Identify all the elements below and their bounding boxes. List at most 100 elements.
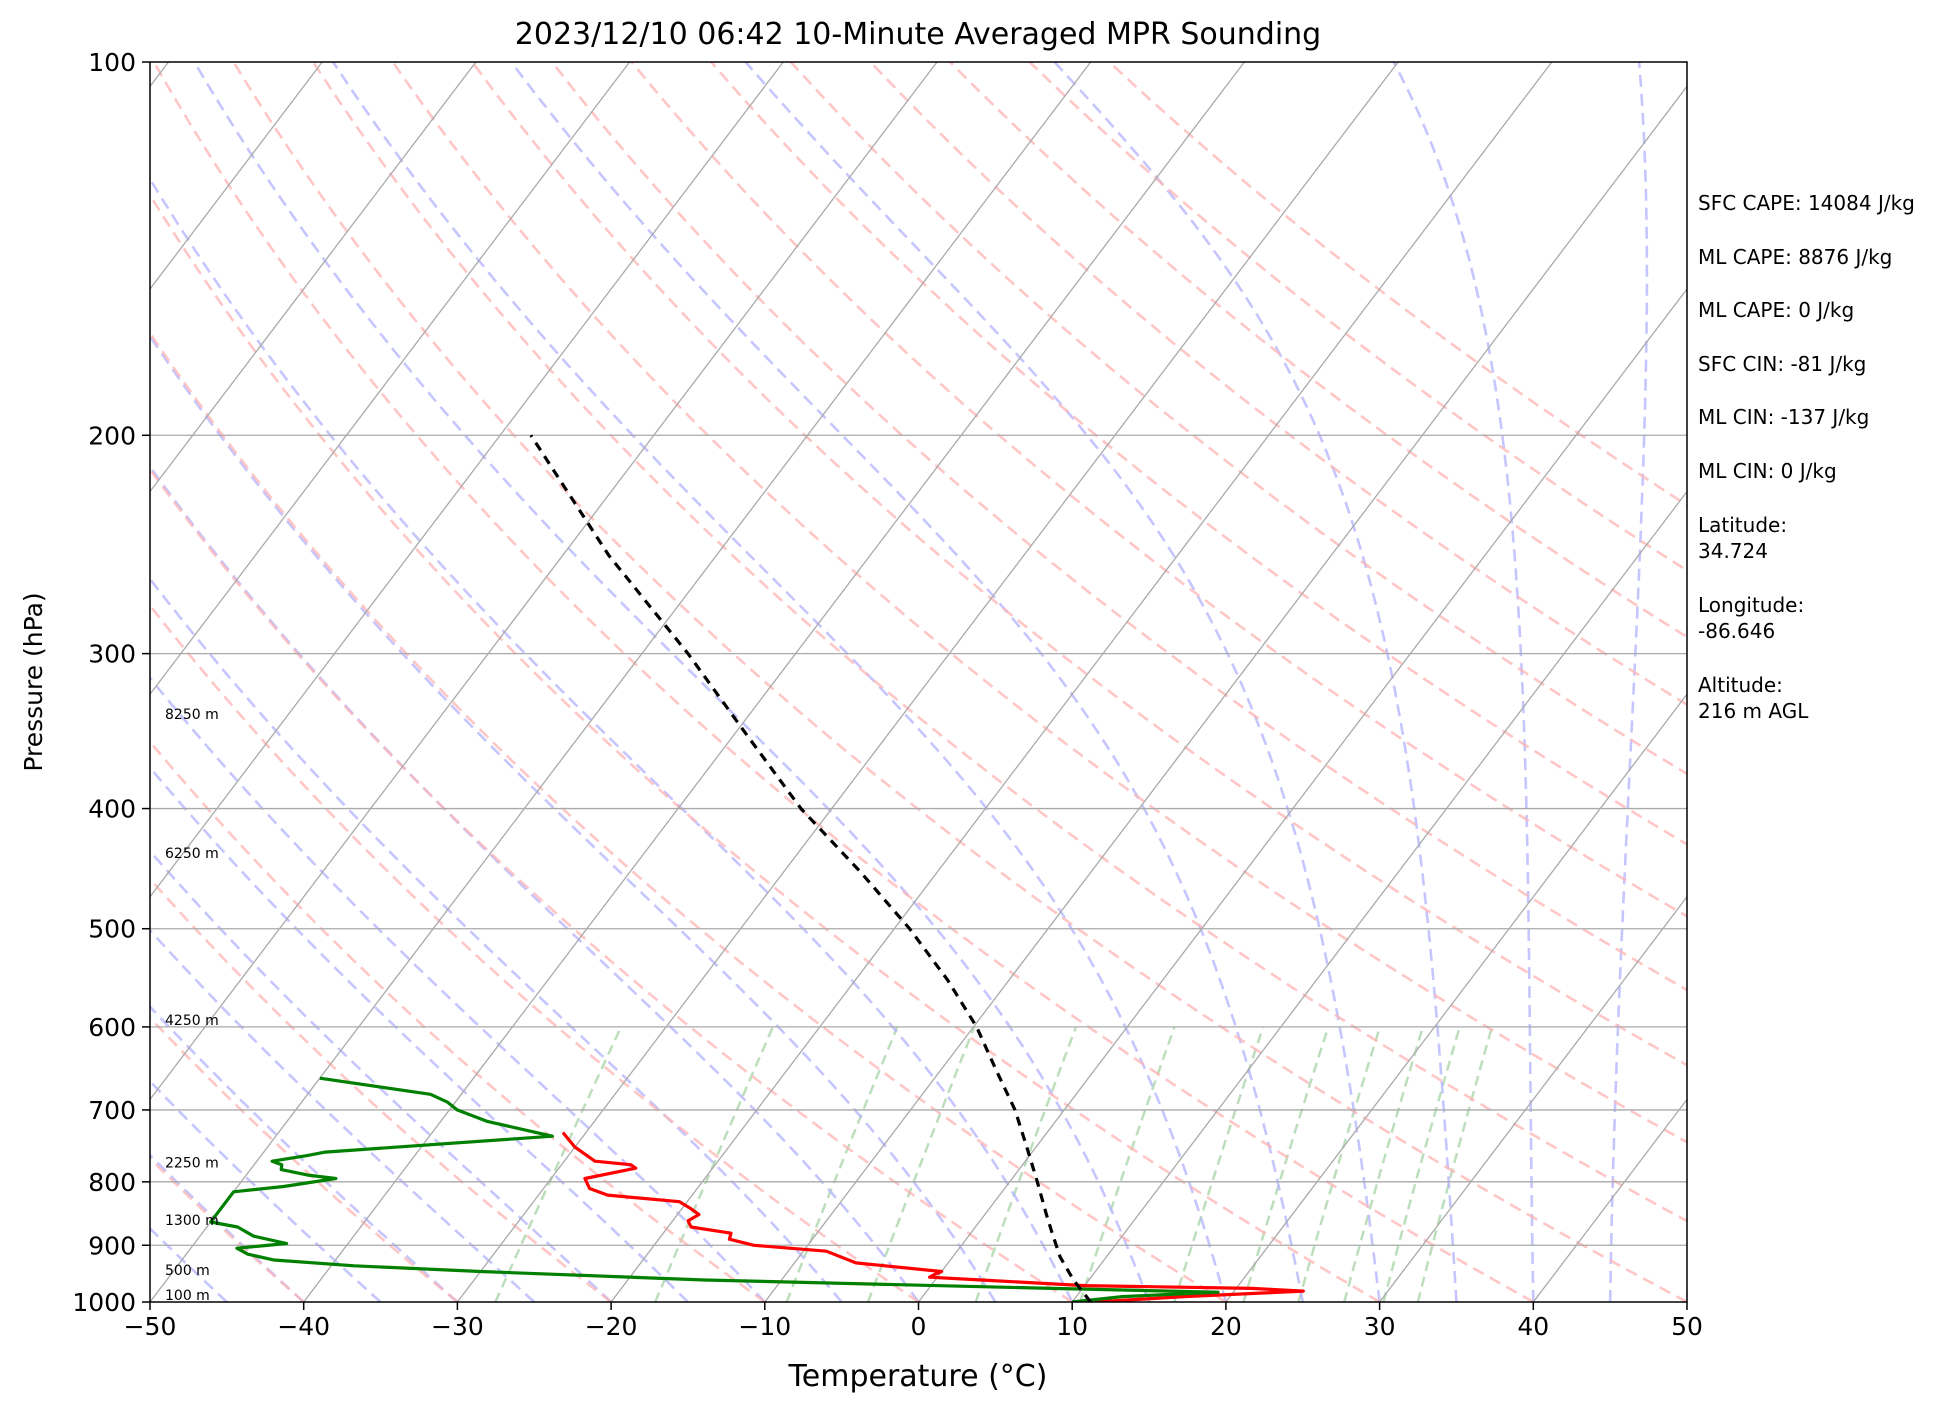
moist-adiabat <box>150 176 1074 1302</box>
moist-adiabat <box>150 928 536 1302</box>
x-tick-label: 40 <box>1517 1312 1549 1341</box>
height-label: 4250 m <box>165 1013 219 1029</box>
dry-adiabat <box>150 739 766 1302</box>
x-axis-label: Temperature (°C) <box>788 1359 1048 1394</box>
sfc-cape-annotation: SFC CAPE: 14084 J/kg <box>1698 191 1915 215</box>
moist-adiabat <box>1608 62 1649 1302</box>
x-tick-label: −40 <box>277 1312 330 1341</box>
x-tick-label: −50 <box>124 1312 177 1341</box>
dewpoint-profile <box>209 1076 1220 1302</box>
x-tick-label: 10 <box>1056 1312 1088 1341</box>
x-tick-label: −10 <box>738 1312 791 1341</box>
sounding-profiles <box>209 434 1305 1302</box>
ml-cape-annotation-2: ML CAPE: 0 J/kg <box>1698 298 1855 322</box>
dry-adiabat <box>1028 62 1687 572</box>
moist-adiabat <box>1053 62 1458 1302</box>
dry-adiabat <box>550 62 1687 992</box>
height-label: 1300 m <box>165 1213 219 1229</box>
sfc-cin-annotation: SFC CIN: -81 J/kg <box>1698 352 1867 376</box>
altitude-label: Altitude: <box>1698 673 1783 697</box>
dry-adiabat <box>150 330 1227 1302</box>
y-tick-label: 200 <box>88 421 136 450</box>
dry-adiabat <box>232 62 1687 1302</box>
moist-adiabat <box>744 62 1381 1302</box>
isotherm <box>150 62 477 493</box>
pressure-gridlines <box>150 434 1687 1246</box>
y-axis-ticks: 1000 900 800 700 600 500 400 300 200 100 <box>72 48 150 1317</box>
isotherm <box>1379 895 1687 1302</box>
altitude-value: 216 m AGL <box>1698 699 1809 723</box>
x-tick-label: −30 <box>431 1312 484 1341</box>
moist-adiabat <box>150 464 920 1302</box>
dry-adiabat <box>1108 62 1687 507</box>
dry-adiabat <box>150 1015 459 1302</box>
y-tick-label: 300 <box>88 640 136 669</box>
dry-adiabat <box>949 62 1687 639</box>
x-axis-ticks: −50 −40 −30 −20 −10 0 10 20 30 40 50 <box>124 1302 1703 1341</box>
y-tick-label: 500 <box>88 915 136 944</box>
mixing-ratio-line <box>1173 1026 1265 1302</box>
mixing-ratio-line <box>866 1026 976 1302</box>
x-tick-label: 30 <box>1364 1312 1396 1341</box>
mixing-ratio-line <box>654 1026 775 1302</box>
ml-cape-annotation: ML CAPE: 8876 J/kg <box>1698 245 1893 269</box>
y-axis-label: Pressure (hPa) <box>19 592 48 771</box>
moist-adiabat <box>332 62 1228 1302</box>
moist-adiabat <box>150 334 997 1302</box>
height-label: 2250 m <box>165 1156 219 1172</box>
dry-adiabat <box>152 62 1534 1302</box>
dry-adiabat <box>150 603 920 1302</box>
dry-adiabat <box>869 62 1687 707</box>
height-labels: 100 m 500 m 1300 m 2250 m 4250 m 6250 m 8250 m <box>165 707 219 1304</box>
dry-adiabat <box>471 62 1687 1067</box>
dry-adiabat <box>391 62 1687 1144</box>
mixing-ratio-line <box>785 1026 899 1302</box>
x-tick-label: 0 <box>911 1312 927 1341</box>
dry-adiabat <box>312 62 1687 1223</box>
height-label: 8250 m <box>165 707 219 723</box>
ml-cin-annotation-2: ML CIN: 0 J/kg <box>1698 459 1837 483</box>
moist-adiabats <box>150 62 1687 1302</box>
y-tick-label: 1000 <box>72 1288 136 1317</box>
latitude-value: 34.724 <box>1698 539 1768 563</box>
y-tick-label: 100 <box>88 48 136 77</box>
isotherm <box>150 62 631 696</box>
moist-adiabat <box>1392 62 1535 1302</box>
longitude-value: -86.646 <box>1698 619 1776 643</box>
isotherm <box>150 62 323 291</box>
temperature-profile <box>561 1131 1305 1302</box>
parcel-profile <box>529 434 1092 1302</box>
isotherm <box>150 62 1092 1302</box>
isotherms <box>150 62 1687 1302</box>
isotherm <box>610 62 1553 1302</box>
isotherm <box>764 85 1687 1302</box>
x-tick-label: −20 <box>585 1312 638 1341</box>
isotherm <box>150 62 938 1101</box>
moist-adiabat <box>193 62 1151 1302</box>
mixing-ratio-line <box>974 1026 1078 1302</box>
y-tick-label: 400 <box>88 795 136 824</box>
longitude-label: Longitude: <box>1698 593 1805 617</box>
latitude-label: Latitude: <box>1698 513 1788 537</box>
isotherm <box>150 62 784 898</box>
isotherm <box>917 287 1687 1302</box>
height-label: 500 m <box>165 1263 210 1279</box>
height-label: 6250 m <box>165 846 219 862</box>
moist-adiabat <box>510 62 1305 1302</box>
moist-adiabat <box>150 675 766 1302</box>
y-tick-label: 800 <box>88 1168 136 1197</box>
isotherm <box>456 62 1399 1302</box>
isotherm <box>1071 490 1687 1302</box>
ml-cin-annotation: ML CIN: -137 J/kg <box>1698 405 1870 429</box>
dry-adiabat <box>710 62 1687 846</box>
dry-adiabat <box>630 62 1687 918</box>
y-tick-label: 900 <box>88 1231 136 1260</box>
x-tick-label: 20 <box>1210 1312 1242 1341</box>
height-label: 100 m <box>165 1288 210 1304</box>
isotherm <box>1225 693 1687 1302</box>
moist-adiabat <box>150 576 843 1302</box>
dry-adiabat <box>789 62 1687 776</box>
dry-adiabats <box>150 62 1687 1302</box>
